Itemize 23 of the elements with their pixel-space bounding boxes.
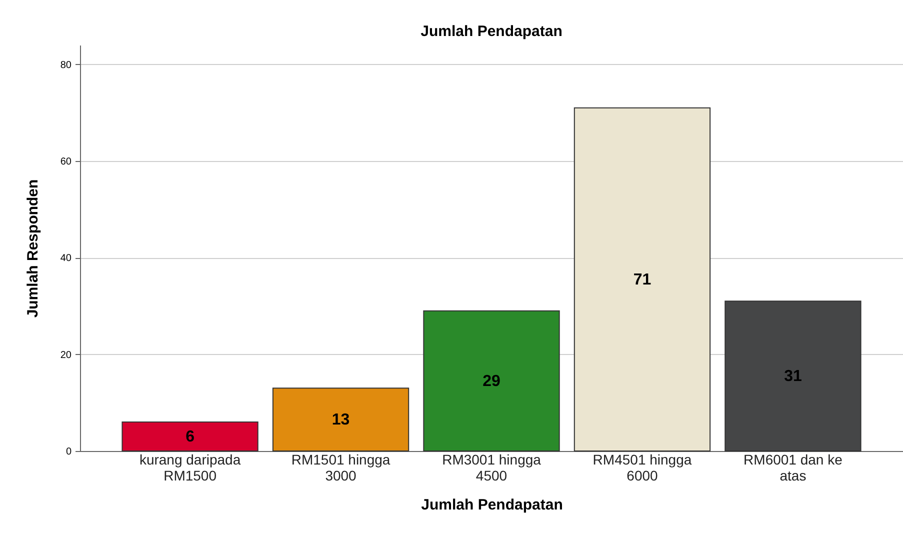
x-tick-label: RM4501 hingga 6000 bbox=[592, 452, 692, 484]
x-tick-label: RM6001 dan ke atas bbox=[744, 452, 843, 484]
y-tick-label: 0 bbox=[66, 446, 72, 458]
y-tick-label: 20 bbox=[60, 350, 72, 361]
bar bbox=[724, 300, 862, 452]
data-label: 31 bbox=[784, 368, 802, 386]
bar bbox=[122, 422, 258, 452]
y-tick-label: 40 bbox=[60, 253, 72, 264]
bar bbox=[574, 107, 711, 452]
y-tick-label: 80 bbox=[60, 60, 72, 71]
chart-title: Jumlah Pendapatan bbox=[420, 23, 562, 40]
data-label: 71 bbox=[633, 271, 652, 288]
x-tick-label: kurang daripada RM1500 bbox=[139, 452, 241, 484]
data-label: 13 bbox=[332, 412, 350, 429]
bar bbox=[272, 388, 410, 452]
x-tick-label: RM1501 hingga 3000 bbox=[291, 452, 390, 484]
y-axis-title: Jumlah Responden bbox=[24, 179, 42, 318]
bar bbox=[423, 310, 560, 452]
data-label: 29 bbox=[482, 372, 500, 390]
x-axis-title: Jumlah Pendapatan bbox=[421, 496, 563, 514]
y-tick-label: 60 bbox=[60, 156, 72, 168]
data-label: 6 bbox=[186, 428, 195, 446]
x-tick-label: RM3001 hingga 4500 bbox=[442, 452, 542, 484]
